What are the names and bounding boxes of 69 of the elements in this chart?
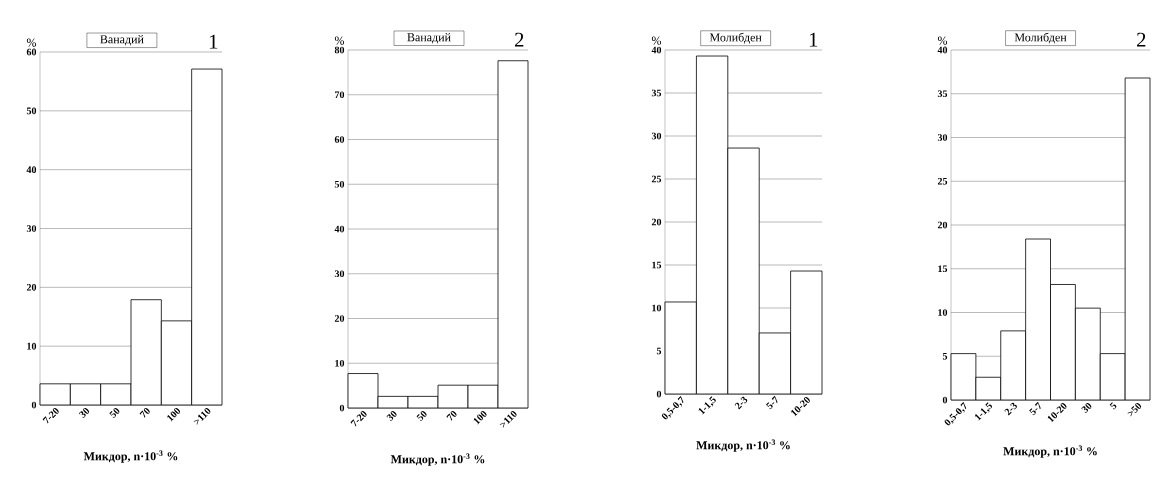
y-tick-label: 60 <box>334 136 345 143</box>
y-tick-label: 40 <box>937 46 948 54</box>
x-tick-label: 30 <box>1081 402 1092 414</box>
y-tick-label: 0 <box>31 401 37 409</box>
y-tick-label: 40 <box>26 166 37 174</box>
x-tick-label: 30 <box>386 410 397 422</box>
y-tick-label: 20 <box>937 221 948 229</box>
x-tick-label: >50 <box>1127 402 1142 417</box>
y-axis-title: % <box>651 36 662 45</box>
y-tick-label: 5 <box>942 352 948 360</box>
y-tick-label: 0 <box>339 404 345 412</box>
x-tick-label: 30 <box>79 407 90 419</box>
y-tick-label: 50 <box>334 180 345 188</box>
y-tick-label: 70 <box>335 91 345 99</box>
x-tick-label: >110 <box>193 407 211 425</box>
chart-title: Молибден <box>709 32 762 44</box>
x-tick-label: 50 <box>416 410 427 422</box>
y-tick-label: 40 <box>334 225 345 233</box>
x-axis-title: Микдор, n·10$^{-3}$ % <box>390 453 485 466</box>
x-tick-label: 50 <box>109 407 120 419</box>
x-tick-label: 5 <box>1109 402 1117 410</box>
y-tick-label: 5 <box>656 347 662 355</box>
x-tick-label: 7-20 <box>42 407 59 424</box>
y-tick-label: 30 <box>651 132 662 140</box>
y-tick-label: 20 <box>26 283 37 291</box>
y-tick-label: 10 <box>938 309 948 316</box>
x-tick-label: 5-7 <box>765 395 778 410</box>
y-axis-title: % <box>334 36 345 45</box>
y-axis-title: % <box>937 36 948 45</box>
y-tick-label: 30 <box>26 225 37 232</box>
y-tick-label: 60 <box>26 48 37 56</box>
text: 2 <box>1137 32 1146 47</box>
x-axis-title: Микдор, n·10$^{-3}$ % <box>1003 445 1097 458</box>
x-tick-label: 70 <box>446 410 457 421</box>
x-axis-title: Микдор, n·10$^{-3}$ % <box>83 450 178 463</box>
y-tick-label: 0 <box>656 390 662 398</box>
chart-title: Ванадий <box>100 35 144 46</box>
y-tick-label: 10 <box>27 342 37 350</box>
y-tick-label: 30 <box>334 270 345 278</box>
chart-title: Молибден <box>1014 32 1067 44</box>
y-tick-label: 20 <box>651 218 662 226</box>
y-tick-label: 0 <box>942 396 948 404</box>
y-tick-label: 80 <box>334 46 345 54</box>
y-tick-label: 25 <box>937 177 948 185</box>
x-tick-label: 100 <box>167 407 181 422</box>
x-tick-label: 2-3 <box>734 396 748 410</box>
chart-title: Ванадий <box>407 32 451 44</box>
x-axis-title: Микдор, n·10$^{-3}$ % <box>696 439 790 452</box>
x-tick-label: 2-3 <box>1004 402 1017 416</box>
y-tick-label: 25 <box>651 175 662 183</box>
x-tick-label: 5-7 <box>1029 401 1041 416</box>
text: 1 <box>809 32 818 47</box>
x-tick-label: 7-20 <box>350 410 367 427</box>
y-tick-label: 35 <box>651 89 662 97</box>
x-tick-label: 100 <box>473 410 487 425</box>
y-tick-label: 15 <box>652 261 662 269</box>
text: 1 <box>209 34 218 49</box>
x-tick-label: >110 <box>499 410 517 428</box>
text: 2 <box>515 32 524 47</box>
x-tick-label: 70 <box>139 407 150 418</box>
y-tick-label: 15 <box>938 265 948 273</box>
y-tick-label: 20 <box>334 315 345 322</box>
y-tick-label: 50 <box>26 107 37 115</box>
y-tick-label: 35 <box>937 90 948 98</box>
y-tick-label: 10 <box>335 359 345 367</box>
y-axis-title: % <box>26 38 37 47</box>
y-tick-label: 30 <box>937 134 948 141</box>
y-tick-label: 10 <box>652 304 662 312</box>
y-tick-label: 40 <box>651 46 662 54</box>
